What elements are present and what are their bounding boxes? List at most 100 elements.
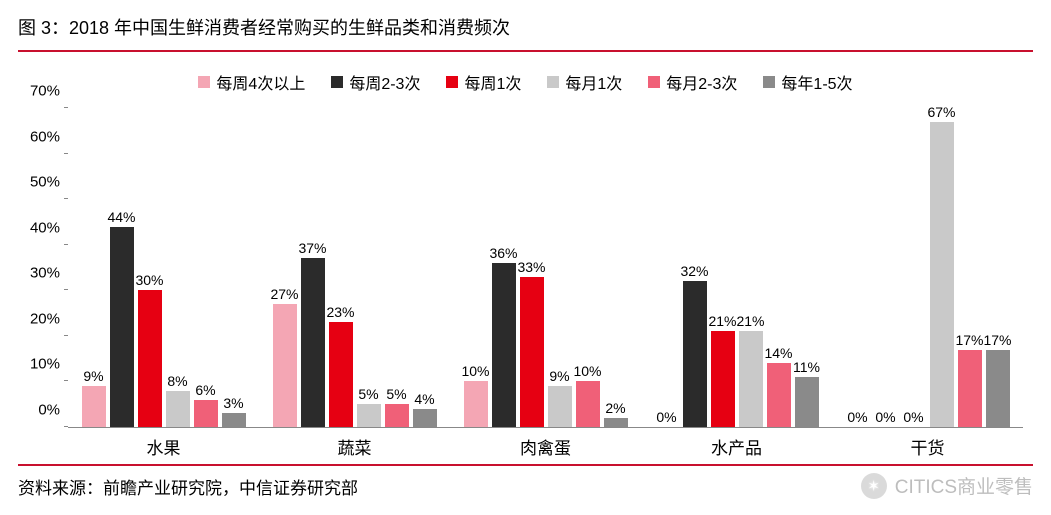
- legend: 每周4次以上 每周2-3次 每周1次 每月1次 每月2-3次 每年1-5次: [18, 70, 1033, 94]
- bar-value-label: 33%: [517, 259, 545, 275]
- bar-group: 9%44%30%8%6%3%: [68, 108, 259, 427]
- legend-item: 每年1-5次: [763, 70, 852, 94]
- bar: 9%: [548, 386, 572, 427]
- legend-item: 每周1次: [446, 70, 521, 94]
- legend-label: 每年1-5次: [781, 70, 852, 94]
- bar-value-label: 8%: [167, 373, 187, 389]
- bar-value-label: 36%: [489, 245, 517, 261]
- bar: 8%: [166, 391, 190, 427]
- bar-group: 27%37%23%5%5%4%: [259, 108, 450, 427]
- bar-value-label: 9%: [549, 368, 569, 384]
- x-axis-label: 水果: [68, 428, 259, 459]
- bar-value-label: 21%: [736, 313, 764, 329]
- legend-label: 每月1次: [565, 70, 622, 94]
- legend-swatch: [446, 76, 458, 88]
- watermark-text: CITICS商业零售: [895, 472, 1033, 499]
- legend-label: 每月2-3次: [666, 70, 737, 94]
- legend-item: 每周4次以上: [198, 70, 305, 94]
- bar: 10%: [464, 381, 488, 427]
- bar-value-label: 17%: [955, 332, 983, 348]
- bar: 10%: [576, 381, 600, 427]
- bar-value-label: 17%: [983, 332, 1011, 348]
- bar-value-label: 5%: [358, 386, 378, 402]
- bar: 30%: [138, 290, 162, 427]
- legend-label: 每周4次以上: [216, 70, 305, 94]
- chart-title: 图 3：2018 年中国生鲜消费者经常购买的生鲜品类和消费频次: [18, 8, 1033, 52]
- bar: 33%: [520, 277, 544, 427]
- bar-group: 10%36%33%9%10%2%: [450, 108, 641, 427]
- x-axis-label: 肉禽蛋: [450, 428, 641, 459]
- y-tick-label: 20%: [18, 310, 60, 327]
- bar-value-label: 67%: [927, 104, 955, 120]
- bar: 17%: [986, 350, 1010, 427]
- bar: 67%: [930, 122, 954, 427]
- bar-value-label: 14%: [764, 345, 792, 361]
- legend-label: 每周2-3次: [349, 70, 420, 94]
- bar-value-label: 5%: [386, 386, 406, 402]
- bar: 9%: [82, 386, 106, 427]
- bar-value-label: 11%: [793, 359, 820, 375]
- legend-label: 每周1次: [464, 70, 521, 94]
- bar-value-label: 0%: [903, 409, 923, 425]
- y-tick-label: 30%: [18, 265, 60, 282]
- bar-value-label: 44%: [107, 209, 135, 225]
- plot-area: 9%44%30%8%6%3%27%37%23%5%5%4%10%36%33%9%…: [68, 108, 1023, 428]
- y-tick-label: 0%: [18, 402, 60, 419]
- bar: 14%: [767, 363, 791, 427]
- bar: 5%: [357, 404, 381, 427]
- watermark: ✶ CITICS商业零售: [861, 472, 1033, 499]
- wechat-icon: ✶: [861, 473, 887, 499]
- x-axis-label: 水产品: [641, 428, 832, 459]
- y-tick-label: 70%: [18, 83, 60, 100]
- bar-value-label: 27%: [270, 286, 298, 302]
- bar-value-label: 30%: [135, 272, 163, 288]
- chart-area: 每周4次以上每周2-3次每周1次每月1次每月2-3次每年1-5次 9%44%30…: [18, 70, 1033, 450]
- bar-value-label: 0%: [875, 409, 895, 425]
- bar: 11%: [795, 377, 819, 427]
- y-tick-label: 10%: [18, 356, 60, 373]
- bar: 21%: [711, 331, 735, 427]
- legend-swatch: [547, 76, 559, 88]
- bar: 17%: [958, 350, 982, 427]
- y-tick-label: 60%: [18, 128, 60, 145]
- legend-item: 每周2-3次: [331, 70, 420, 94]
- bar: 32%: [683, 281, 707, 427]
- bar: 4%: [413, 409, 437, 427]
- bar-value-label: 0%: [847, 409, 867, 425]
- y-tick-mark: [64, 244, 68, 245]
- legend-item: 每月1次: [547, 70, 622, 94]
- bar-group: 0%0%0%67%17%17%: [832, 108, 1023, 427]
- bar-value-label: 9%: [83, 368, 103, 384]
- bar-value-label: 6%: [195, 382, 215, 398]
- bar: 2%: [604, 418, 628, 427]
- bar-value-label: 3%: [223, 395, 243, 411]
- legend-swatch: [198, 76, 210, 88]
- bar-value-label: 32%: [680, 263, 708, 279]
- y-tick-mark: [64, 335, 68, 336]
- bar-group: 0%32%21%21%14%11%: [641, 108, 832, 427]
- legend-swatch: [331, 76, 343, 88]
- bar: 21%: [739, 331, 763, 427]
- bar-value-label: 10%: [573, 363, 601, 379]
- bar: 44%: [110, 227, 134, 428]
- bar: 6%: [194, 400, 218, 427]
- bar: 37%: [301, 258, 325, 427]
- legend-item: 每月2-3次: [648, 70, 737, 94]
- y-tick-mark: [64, 289, 68, 290]
- y-tick-label: 50%: [18, 174, 60, 191]
- bar-value-label: 21%: [708, 313, 736, 329]
- y-tick-mark: [64, 153, 68, 154]
- y-tick-mark: [64, 380, 68, 381]
- x-axis-label: 干货: [832, 428, 1023, 459]
- y-tick-mark: [64, 107, 68, 108]
- x-axis-labels: 水果蔬菜肉禽蛋水产品干货: [68, 428, 1023, 459]
- y-tick-mark: [64, 198, 68, 199]
- y-tick-label: 40%: [18, 219, 60, 236]
- bar-value-label: 0%: [656, 409, 676, 425]
- legend-swatch: [648, 76, 660, 88]
- bar-value-label: 23%: [326, 304, 354, 320]
- y-tick-mark: [64, 426, 68, 427]
- bar: 5%: [385, 404, 409, 427]
- bar-value-label: 2%: [605, 400, 625, 416]
- bar: 36%: [492, 263, 516, 427]
